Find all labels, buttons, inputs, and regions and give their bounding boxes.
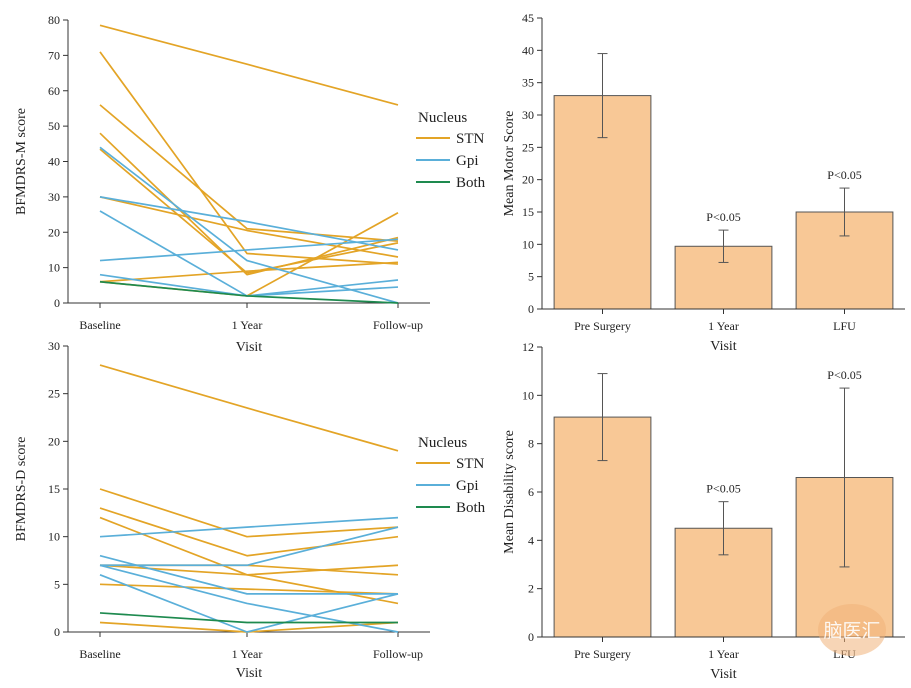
disability_lines-series-stn — [99, 507, 399, 557]
motor_bars-ytick-label: 40 — [522, 43, 534, 57]
disability_lines-xtick-label: 1 Year — [232, 647, 263, 661]
disability_bars-xtick-label: Pre Surgery — [574, 647, 631, 661]
motor_bars-ytick-label: 35 — [522, 76, 534, 90]
motor_lines-ytick-label: 30 — [48, 190, 60, 204]
disability_lines-ytick-label: 20 — [48, 434, 60, 448]
motor_bars-pvalue-label: P<0.05 — [706, 210, 740, 224]
disability_lines-xtick-label: Follow-up — [373, 647, 423, 661]
motor_lines-legend: Nucleus STN Gpi Both — [416, 110, 486, 191]
disability_bars-pvalue-label: P<0.05 — [827, 368, 861, 382]
disability_lines-ytick-label: 5 — [54, 577, 60, 591]
motor_lines-ytick-label: 10 — [48, 261, 60, 275]
disability_bars-ytick-label: 0 — [528, 630, 534, 644]
disability_lines-series-gpi — [99, 554, 398, 595]
motor_lines-series-stn — [99, 132, 399, 276]
disability_lines-legend-label-stn: STN — [456, 456, 485, 472]
disability_lines-ytick-label: 0 — [54, 625, 60, 639]
disability_lines-ytick-label: 10 — [48, 530, 60, 544]
disability_lines-series-stn — [99, 488, 399, 538]
disability_bars-xtick-label: 1 Year — [708, 647, 739, 661]
motor_lines-xtick-label: Follow-up — [373, 318, 423, 332]
motor_bars-ytick-label: 25 — [522, 140, 534, 154]
disability_lines-ytick-label: 25 — [48, 387, 60, 401]
motor_lines-xtick-label: 1 Year — [232, 318, 263, 332]
disability_bars-ytick-label: 12 — [522, 340, 534, 354]
motor_bars-xtick-label: LFU — [833, 319, 856, 333]
disability_lines-legend-title: Nucleus — [418, 435, 467, 451]
motor_lines-series-gpi — [99, 238, 399, 262]
watermark-logo: 脑医汇 — [818, 604, 886, 656]
disability_bars-ylabel: Mean Disability score — [502, 430, 517, 554]
disability_lines-xlabel: Visit — [236, 666, 262, 681]
disability_lines-xtick-label: Baseline — [79, 647, 120, 661]
watermark-badge — [818, 604, 886, 656]
disability_lines-ytick-label: 30 — [48, 339, 60, 353]
disability_lines-series-stn — [99, 364, 399, 452]
disability_lines-legend-label-both: Both — [456, 500, 486, 516]
motor_lines-series-stn — [99, 24, 399, 106]
motor_lines-legend-label-stn: STN — [456, 131, 485, 147]
disability_bars-xlabel: Visit — [710, 667, 736, 682]
motor_bars-ytick-label: 0 — [528, 302, 534, 316]
motor_lines-series-both — [99, 280, 399, 304]
disability_lines-series-stn — [99, 583, 399, 595]
motor_lines-ytick-label: 70 — [48, 48, 60, 62]
motor_lines-ytick-label: 0 — [54, 296, 60, 310]
motor_lines-ytick-label: 50 — [48, 119, 60, 133]
disability_lines-series-both — [99, 612, 398, 624]
disability_lines-series-gpi — [99, 574, 399, 633]
motor_lines-legend-label-both: Both — [456, 175, 486, 191]
disability_bars-ytick-label: 4 — [528, 533, 534, 547]
motor_bars-ytick-label: 30 — [522, 108, 534, 122]
motor_lines-xtick-label: Baseline — [79, 318, 120, 332]
motor_lines-ytick-label: 40 — [48, 155, 60, 169]
disability_bars-ytick-label: 6 — [528, 485, 534, 499]
disability_bars-ytick-label: 10 — [522, 388, 534, 402]
motor_lines-xlabel: Visit — [236, 340, 262, 355]
disability_bars-ytick-label: 8 — [528, 437, 534, 451]
motor-bar-chart: Pre Surgery P<0.05 1 Year P<0.05 LFU 0 5 10 15 20… — [502, 11, 905, 354]
motor_lines-legend-label-gpi: Gpi — [456, 153, 479, 169]
disability_lines-series-gpi — [100, 526, 399, 567]
motor_bars-xtick-label: 1 Year — [708, 319, 739, 333]
motor_lines-series-stn — [99, 196, 399, 258]
motor_lines-series-stn — [99, 148, 399, 274]
disability_bars-ytick-label: 2 — [528, 582, 534, 596]
motor_bars-xtick-label: Pre Surgery — [574, 319, 631, 333]
motor_lines-series-stn — [99, 104, 399, 242]
motor_lines-ylabel: BFMDRS-M score — [14, 108, 29, 215]
motor_bars-ytick-label: 5 — [528, 270, 534, 284]
disability_lines-ytick-label: 15 — [48, 482, 60, 496]
motor_bars-ytick-label: 45 — [522, 11, 534, 25]
motor_lines-series-stn — [99, 261, 399, 283]
disability_lines-legend-label-gpi: Gpi — [456, 478, 479, 494]
disability_lines-series-gpi — [99, 516, 399, 538]
motor_bars-pvalue-label: P<0.05 — [827, 168, 861, 182]
motor_lines-ytick-label: 80 — [48, 13, 60, 27]
motor_bars-ylabel: Mean Motor Score — [502, 111, 517, 217]
motor_lines-series-gpi — [99, 196, 399, 251]
motor_bars-ytick-label: 15 — [522, 205, 534, 219]
watermark-text: 脑医汇 — [823, 620, 880, 642]
motor_lines-ytick-label: 60 — [48, 84, 60, 98]
motor_bars-xlabel: Visit — [710, 339, 736, 354]
disability_lines-legend: Nucleus STN Gpi Both — [416, 435, 486, 516]
motor_lines-series-gpi — [99, 146, 399, 304]
disability_lines-ylabel: BFMDRS-D score — [14, 437, 29, 542]
motor_lines-series-stn — [99, 51, 399, 265]
disability-line-chart: 0 5 10 15 20 25 30 BFMDRS-D score Visit Baseline 1… — [14, 339, 486, 681]
motor-line-chart: 0 10 20 30 40 50 60 70 80 BFMDRS-M score Visit Base… — [14, 13, 486, 355]
disability_bars-pvalue-label: P<0.05 — [706, 482, 740, 496]
motor_lines-legend-title: Nucleus — [418, 110, 467, 126]
motor_bars-ytick-label: 20 — [522, 173, 534, 187]
motor_lines-ytick-label: 20 — [48, 225, 60, 239]
motor_bars-ytick-label: 10 — [522, 237, 534, 251]
